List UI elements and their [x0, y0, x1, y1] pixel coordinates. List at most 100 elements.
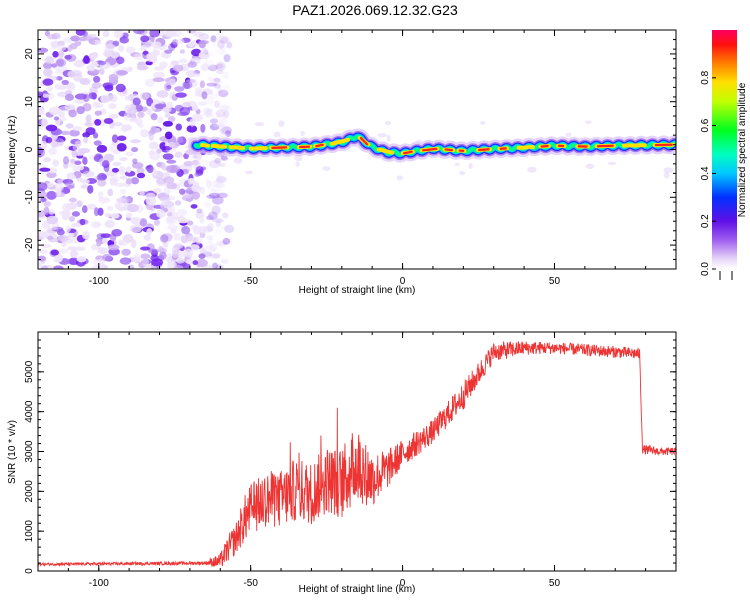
- noise-blob: [219, 122, 225, 128]
- noise-blob: [97, 207, 104, 216]
- noise-blob: [76, 106, 85, 115]
- signal-peak: [444, 148, 454, 152]
- noise-blob: [146, 164, 154, 174]
- noise-blob: [107, 244, 120, 251]
- noise-blob: [104, 154, 115, 163]
- noise-blob: [73, 61, 85, 68]
- noise-blob: [208, 180, 220, 188]
- noise-blob: [163, 146, 173, 151]
- noise-blob: [149, 151, 161, 161]
- noise-blob: [151, 258, 164, 267]
- noise-blob: [207, 238, 214, 244]
- noise-blob: [119, 175, 128, 180]
- noise-blob: [178, 58, 188, 64]
- colorbar-tick-label: 0.2: [700, 214, 711, 228]
- noise-blob: [182, 101, 191, 107]
- noise-blob: [45, 124, 58, 132]
- noise-blob: [207, 76, 214, 82]
- noise-blob: [88, 92, 97, 100]
- noise-blob: [57, 235, 70, 242]
- noise-blob: [76, 165, 84, 171]
- noise-blob: [41, 265, 49, 269]
- noise-blob: [74, 93, 87, 100]
- noise-blob: [133, 53, 146, 60]
- noise-blob: [39, 140, 48, 149]
- noise-blob: [130, 177, 139, 185]
- noise-blob: [93, 259, 104, 266]
- noise-blob: [64, 93, 75, 102]
- noise-blob: [294, 154, 303, 162]
- noise-blob: [94, 110, 102, 116]
- noise-blob: [207, 188, 217, 194]
- snr-y-axis-label: SNR (10 * v/v): [7, 420, 18, 484]
- snr-x-tick-label: 0: [400, 578, 406, 589]
- noise-blob: [223, 110, 230, 119]
- noise-blob: [207, 64, 218, 72]
- noise-blob: [278, 120, 285, 127]
- noise-blob: [479, 121, 486, 125]
- noise-blob: [162, 106, 170, 114]
- noise-blob: [79, 77, 91, 86]
- noise-blob: [171, 250, 180, 259]
- noise-blob: [126, 166, 132, 173]
- noise-blob: [94, 119, 102, 126]
- noise-blob: [104, 213, 112, 218]
- noise-blob: [167, 224, 179, 231]
- noise-blob: [215, 178, 225, 184]
- noise-blob: [196, 208, 203, 214]
- noise-blob: [204, 245, 217, 254]
- noise-blob: [186, 125, 198, 133]
- noise-blob: [81, 205, 88, 214]
- noise-blob: [108, 175, 120, 184]
- noise-blob: [663, 172, 670, 179]
- snr-x-axis-label: Height of straight line (km): [299, 584, 416, 595]
- noise-blob: [96, 179, 107, 187]
- noise-blob: [192, 159, 199, 165]
- noise-blob: [141, 257, 149, 267]
- spectrogram-y-tick-label: 10: [24, 96, 35, 108]
- noise-blob: [54, 83, 62, 90]
- spectrogram-y-tick-label: -10: [24, 190, 35, 205]
- noise-blob: [176, 38, 185, 45]
- noise-blob: [111, 122, 124, 127]
- noise-blob: [38, 262, 43, 268]
- colorbar-label: Normalized spectral amplitude: [737, 82, 748, 217]
- noise-blob: [111, 229, 123, 237]
- noise-blob: [166, 211, 173, 217]
- noise-blob: [218, 132, 228, 138]
- noise-blob: [209, 253, 221, 259]
- noise-blob: [100, 94, 110, 104]
- noise-blob: [110, 51, 120, 59]
- spectrogram-signal-track: [188, 128, 676, 163]
- noise-blob: [197, 225, 208, 234]
- noise-blob: [56, 187, 62, 197]
- noise-blob: [150, 125, 157, 135]
- noise-blob: [57, 50, 65, 58]
- noise-blob: [125, 46, 136, 54]
- noise-blob: [216, 192, 228, 199]
- noise-blob: [177, 208, 188, 217]
- noise-blob: [175, 123, 183, 131]
- noise-blob: [212, 262, 218, 269]
- noise-blob: [108, 144, 116, 153]
- noise-blob: [187, 30, 197, 34]
- noise-blob: [201, 91, 208, 100]
- noise-blob: [90, 53, 98, 60]
- noise-blob: [216, 88, 223, 93]
- signal-peak: [315, 143, 324, 148]
- noise-blob: [102, 30, 110, 38]
- noise-blob: [111, 167, 120, 173]
- noise-blob: [52, 159, 60, 167]
- noise-blob: [215, 63, 224, 69]
- noise-blob: [164, 30, 177, 38]
- noise-blob: [180, 234, 189, 244]
- noise-blob: [527, 166, 537, 173]
- noise-blob: [67, 246, 77, 251]
- noise-blob: [114, 202, 123, 210]
- noise-blob: [121, 124, 129, 132]
- noise-blob: [176, 136, 184, 144]
- noise-blob: [206, 119, 217, 127]
- noise-blob: [209, 111, 221, 119]
- noise-blob: [108, 94, 118, 103]
- noise-blob: [187, 178, 194, 185]
